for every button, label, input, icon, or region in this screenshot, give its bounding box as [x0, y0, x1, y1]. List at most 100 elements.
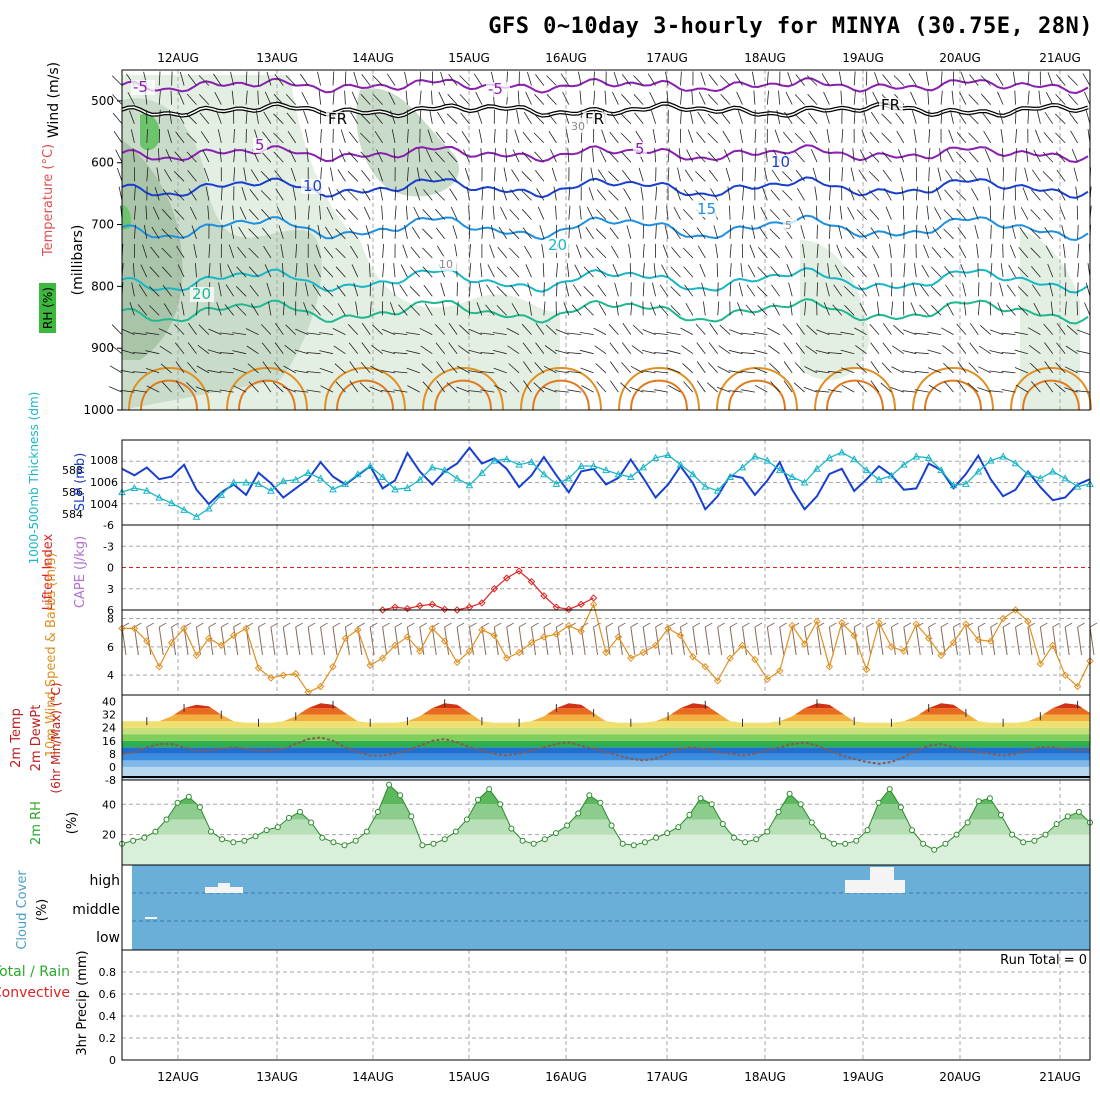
- wind-barb: [261, 209, 272, 220]
- wind-barb: [466, 186, 470, 201]
- temp-tick: 16: [102, 735, 116, 748]
- wind-barb: [805, 345, 818, 355]
- wind-barb: [1044, 111, 1054, 125]
- wind-speed-line: [122, 602, 1091, 693]
- wind-barb: [320, 128, 322, 143]
- wind-speed-point: [788, 621, 796, 630]
- thickness-point: [713, 486, 722, 494]
- wind-barb: [319, 367, 334, 374]
- wind-barb-10m: [221, 622, 229, 628]
- wind-barb: [579, 332, 594, 335]
- wind-barb: [161, 381, 172, 393]
- wind-barb: [111, 75, 123, 86]
- date-label-bottom: 19AUG: [842, 1070, 884, 1084]
- wind-speed-point: [713, 677, 722, 685]
- wind-barb: [915, 186, 918, 201]
- wind-barb: [875, 282, 880, 297]
- wind-barb: [708, 151, 718, 163]
- wind-barb: [543, 282, 545, 297]
- wind-barb: [158, 71, 161, 86]
- wind-speed-point: [763, 675, 772, 684]
- wind-barb: [1059, 206, 1066, 220]
- isotherm-warm: [532, 379, 590, 411]
- wind-barb: [774, 129, 781, 144]
- wind-barb: [273, 132, 284, 144]
- wind-barb: [400, 264, 408, 278]
- wind-barb: [219, 148, 222, 163]
- wind-barb: [654, 371, 669, 374]
- wind-barb: [287, 131, 297, 144]
- rh-point: [163, 816, 170, 823]
- date-label-top: 18AUG: [744, 51, 786, 65]
- wind-barb: [151, 226, 160, 240]
- wind-barb: [621, 362, 632, 374]
- isotherm-warm: [238, 379, 296, 411]
- wind-barb: [768, 345, 780, 355]
- wind-barb: [1055, 74, 1066, 86]
- wind-barb-10m: [407, 622, 415, 628]
- wind-barb-10m: [965, 626, 971, 656]
- wind-barb: [447, 93, 458, 105]
- wind-barb: [394, 224, 397, 239]
- wind-barb: [977, 282, 980, 297]
- wind-barb: [720, 94, 731, 105]
- wind-barb: [754, 367, 768, 374]
- wind-barb: [666, 332, 681, 335]
- slp-tick: 1004: [90, 498, 118, 511]
- wind-barb: [841, 384, 855, 393]
- wind-barb: [828, 148, 830, 163]
- wind-barb: [891, 366, 904, 374]
- thickness-point: [701, 482, 710, 490]
- wind-barb: [355, 301, 359, 316]
- wind-barb: [579, 90, 582, 105]
- wind-barb: [1055, 94, 1066, 105]
- wind-barb: [599, 149, 607, 163]
- wind-barb: [162, 284, 172, 297]
- wind-barb: [120, 390, 135, 393]
- wind-barb: [145, 350, 160, 355]
- wind-barb: [950, 110, 954, 124]
- wind-barb: [146, 148, 149, 163]
- wind-barb: [897, 149, 905, 163]
- wind-barb: [333, 345, 346, 355]
- wind-barb: [233, 167, 236, 182]
- wind-barb: [977, 387, 991, 393]
- wind-barb: [920, 284, 930, 297]
- lifted-index-point: [515, 567, 523, 575]
- wind-barb: [1013, 205, 1016, 220]
- wind-barb: [580, 367, 594, 374]
- wind-barb: [1073, 167, 1078, 182]
- wind-barb: [608, 323, 619, 335]
- wind-barb: [923, 244, 930, 259]
- wind-barb: [435, 342, 446, 354]
- wind-barb: [1066, 325, 1078, 335]
- wind-barb: [707, 132, 718, 144]
- thickness-point: [1048, 467, 1057, 475]
- wind-barb: [638, 167, 644, 182]
- wind-barb: [306, 352, 321, 355]
- wind-barb: [567, 389, 582, 393]
- wind-barb: [334, 363, 346, 374]
- wind-barb: [682, 363, 694, 374]
- wind-barb: [1076, 370, 1091, 374]
- wind-barb: [620, 382, 632, 393]
- wind-barb: [319, 332, 334, 335]
- wind-barb: [152, 206, 160, 220]
- wind-barb: [435, 208, 445, 220]
- wind-barb: [943, 247, 954, 259]
- wind-barb: [695, 151, 706, 163]
- wind-barb: [1055, 132, 1066, 144]
- wind-barb: [969, 74, 979, 86]
- wind-barb: [469, 263, 472, 278]
- wind-barb-10m: [978, 622, 986, 628]
- wind-barb-10m: [655, 626, 661, 656]
- wind-barb: [662, 244, 669, 259]
- wind-barb: [121, 328, 135, 335]
- wind-speed-point: [813, 617, 821, 626]
- rh-point: [564, 822, 571, 829]
- wind-barb: [741, 389, 755, 393]
- wind-barb: [525, 91, 532, 105]
- thickness-point: [813, 464, 821, 472]
- wind-barb: [945, 169, 954, 182]
